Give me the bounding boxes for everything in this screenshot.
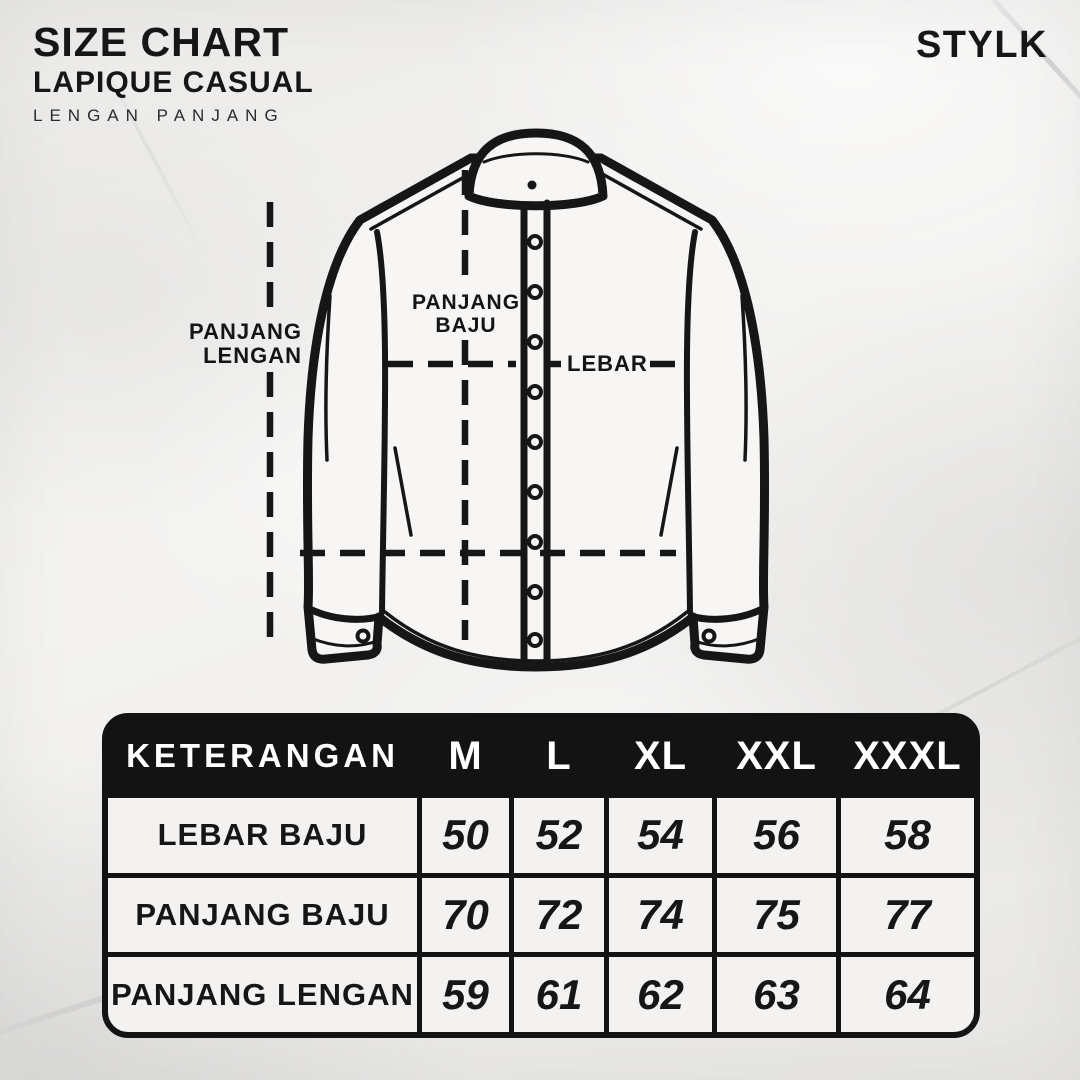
row-label: PANJANG LENGAN	[108, 957, 417, 1032]
masthead: SIZE CHART LAPIQUE CASUAL LENGAN PANJANG	[33, 20, 314, 129]
cell-value: 74	[609, 877, 712, 953]
body-length-label: PANJANG BAJU	[411, 291, 521, 337]
wrinkle-line	[659, 446, 679, 537]
right-cuff-line	[687, 604, 768, 623]
page-title: SIZE CHART	[33, 19, 289, 65]
column-header-m: M	[448, 733, 483, 778]
sleeve-length-label: PANJANG LENGAN	[189, 319, 302, 368]
table-row-panjang-lengan: PANJANG LENGAN 59 61 62 63 64	[108, 957, 974, 1032]
cell-value: 72	[514, 877, 604, 953]
right-cuff-button	[701, 628, 717, 644]
cell-value: 59	[422, 957, 509, 1032]
left-sleeve-seam	[374, 229, 389, 615]
left-cuff-line	[304, 604, 385, 623]
cell-value: 75	[717, 877, 836, 953]
width-label: LEBAR	[567, 351, 648, 376]
product-variant: LENGAN PANJANG	[33, 106, 285, 125]
cell-value: 64	[841, 957, 974, 1032]
column-header-l: L	[546, 733, 572, 778]
cell-value: 58	[841, 798, 974, 873]
cell-value: 50	[422, 798, 509, 873]
column-header-xxxl: XXXL	[853, 733, 962, 778]
placket	[520, 199, 551, 670]
size-table: KETERANGAN M L XL XXL XXXL LEBAR BAJU 50…	[102, 713, 980, 1038]
table-row-lebar-baju: LEBAR BAJU 50 52 54 56 58	[108, 798, 974, 873]
wrinkle-line	[393, 446, 413, 537]
measurement-lines	[266, 170, 684, 650]
right-sleeve-seam	[683, 229, 698, 615]
table-row-panjang-baju: PANJANG BAJU 70 72 74 75 77	[108, 877, 974, 953]
left-cuff-button	[355, 628, 371, 644]
collar-inner-line	[482, 152, 590, 164]
row-label: PANJANG BAJU	[108, 877, 417, 953]
collar-button	[527, 180, 537, 190]
hem-inner-line	[383, 610, 689, 663]
cell-value: 63	[717, 957, 836, 1032]
right-cuff-inner-line	[693, 636, 763, 648]
cell-value: 52	[514, 798, 604, 873]
collar	[464, 128, 608, 211]
product-name: LAPIQUE CASUAL	[33, 66, 314, 99]
placket-buttons	[527, 234, 543, 648]
column-header-xxl: XXL	[736, 733, 817, 778]
cell-value: 61	[514, 957, 604, 1032]
cell-value: 77	[841, 877, 974, 953]
left-cuff-inner-line	[309, 636, 379, 648]
cell-value: 62	[609, 957, 712, 1032]
wrinkle-line	[740, 294, 748, 462]
column-header-keterangan: KETERANGAN	[126, 737, 399, 774]
shirt-silhouette	[302, 153, 770, 672]
left-yoke-seam	[369, 169, 477, 231]
cell-value: 70	[422, 877, 509, 953]
right-yoke-seam	[595, 169, 703, 231]
wrinkle-line	[324, 294, 332, 462]
size-table-header-row: KETERANGAN M L XL XXL XXXL	[108, 719, 974, 793]
cell-value: 56	[717, 798, 836, 873]
brand-logo: STYLK	[915, 24, 1048, 66]
row-label: LEBAR BAJU	[108, 798, 417, 873]
column-header-xl: XL	[633, 733, 688, 778]
cell-value: 54	[609, 798, 712, 873]
